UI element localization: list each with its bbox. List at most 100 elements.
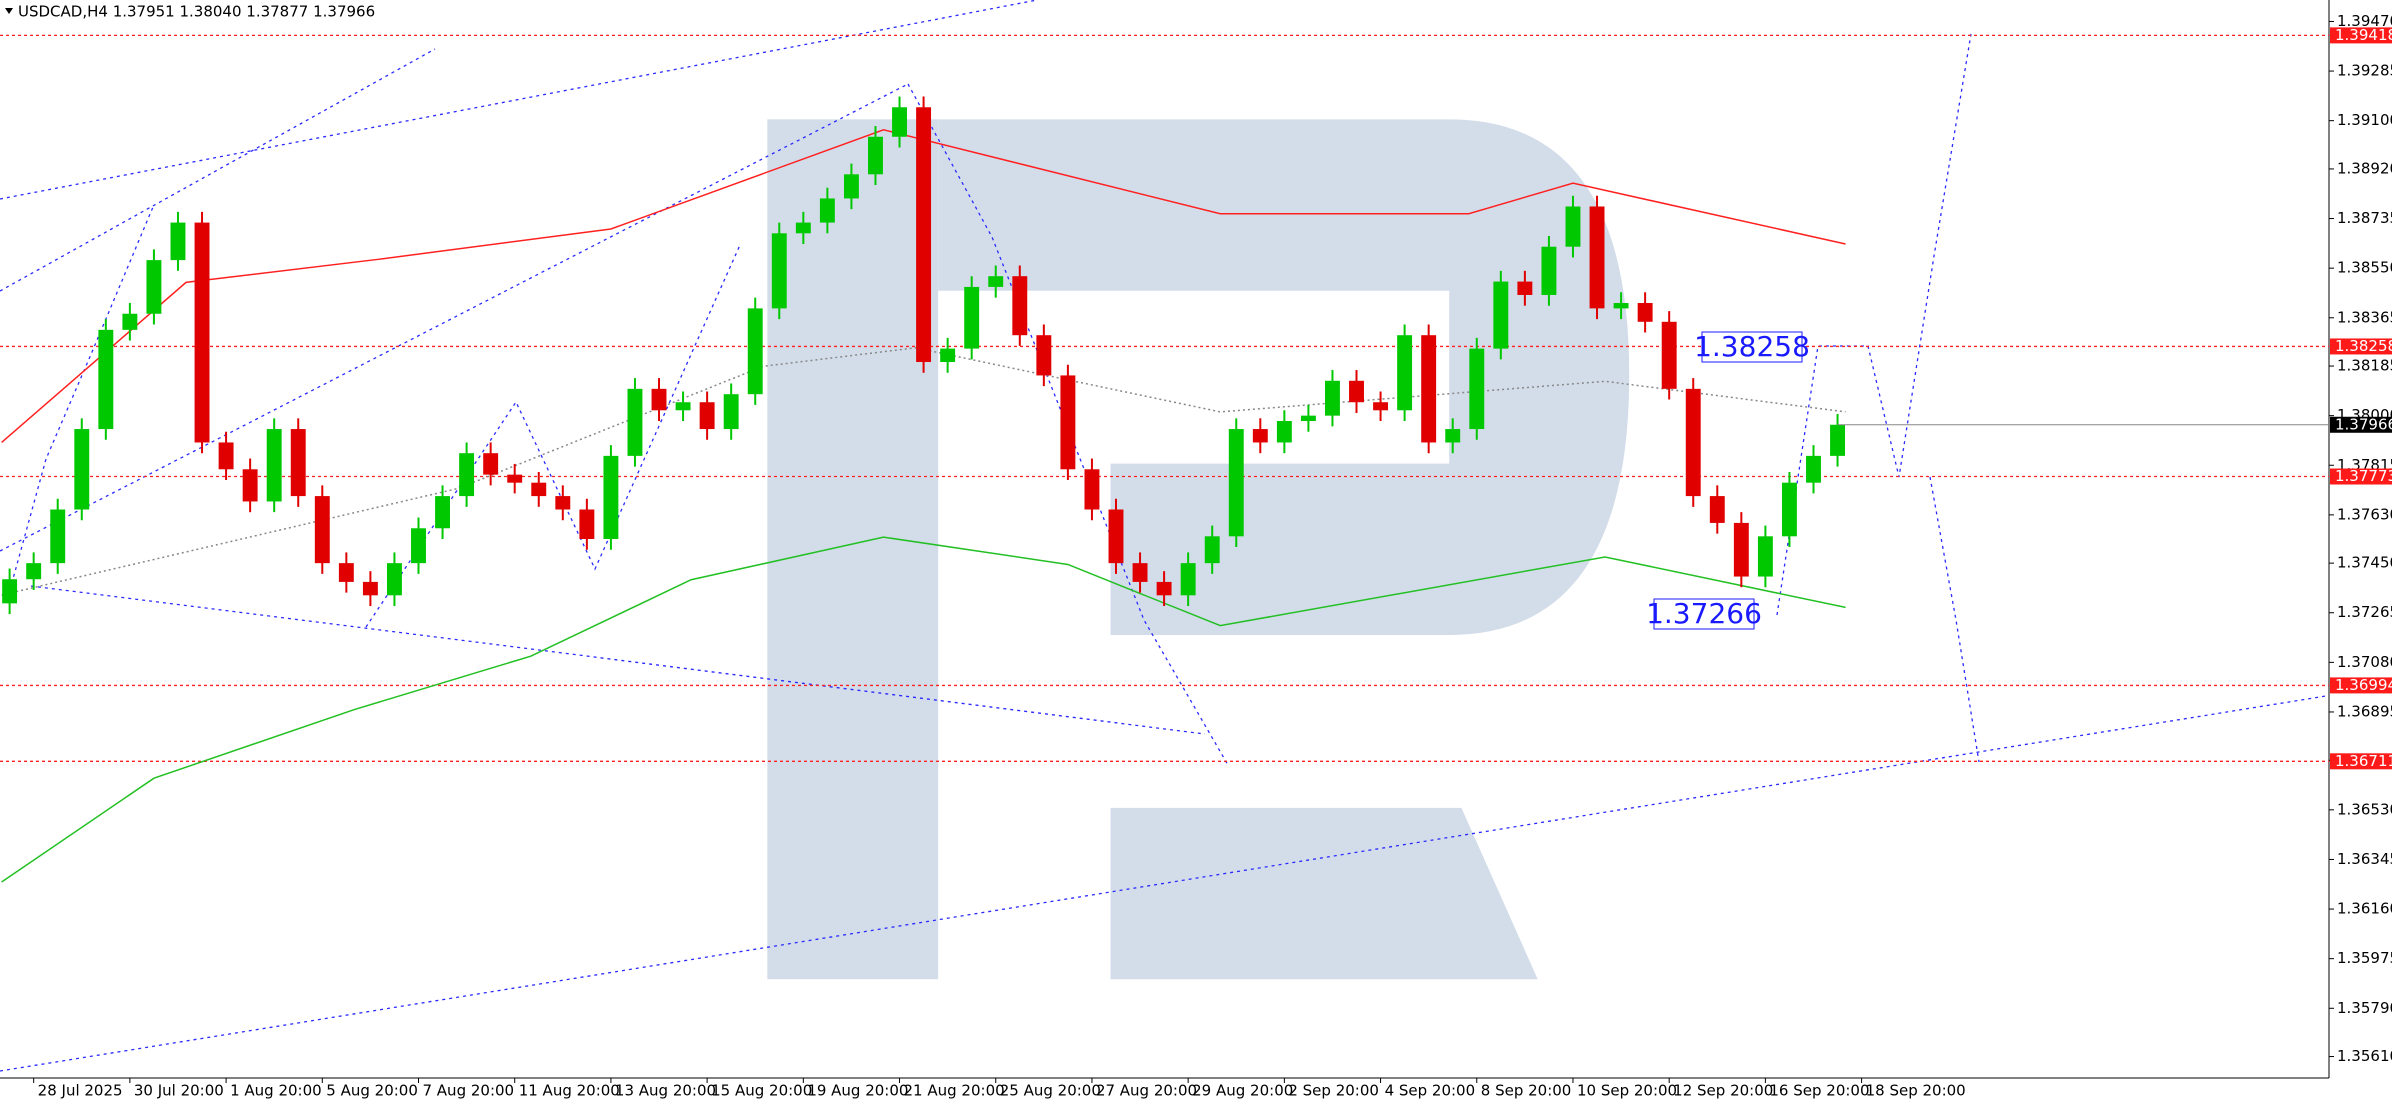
x-tick-label: 15 Aug 20:00 (711, 1082, 812, 1100)
y-tick-label: 1.39285 (2337, 62, 2392, 80)
candle-body (627, 388, 643, 456)
x-tick-label: 5 Aug 20:00 (326, 1082, 418, 1100)
y-tick-label: 1.36160 (2337, 900, 2392, 918)
ma-line (1, 536, 1846, 883)
candle-body (290, 429, 306, 497)
y-tick-label: 1.37080 (2337, 653, 2392, 671)
level-box (2330, 753, 2392, 770)
candle-body (386, 563, 402, 596)
candle-body (1156, 581, 1172, 596)
candle-body (795, 222, 811, 234)
candle-body (1036, 335, 1052, 376)
candle-body (1060, 375, 1076, 470)
y-tick-label: 1.38920 (2337, 159, 2392, 177)
y-tick-label: 1.36530 (2337, 800, 2392, 818)
last-price-box (2330, 416, 2392, 433)
y-tick-label: 1.37265 (2337, 603, 2392, 621)
y-tick-label: 1.35790 (2337, 999, 2392, 1017)
x-tick-label: 1 Aug 20:00 (230, 1082, 322, 1100)
candle-body (266, 429, 282, 502)
candle-body (964, 286, 980, 349)
candle-body (1373, 402, 1389, 411)
candle-body (1132, 563, 1148, 582)
x-tick-label: 8 Sep 20:00 (1481, 1082, 1572, 1100)
level-label: 1.39418 (2335, 26, 2392, 44)
y-tick-label: 1.39470 (2337, 12, 2392, 30)
candle-body (1325, 380, 1340, 416)
candle-body (1613, 303, 1629, 309)
level-label: 1.36711 (2335, 752, 2392, 770)
candle-body (1589, 206, 1605, 309)
menu-arrow[interactable] (5, 8, 13, 14)
candle-body (531, 482, 547, 497)
level-box (2330, 468, 2392, 485)
level-box (2330, 27, 2392, 44)
candle-body (1228, 429, 1244, 537)
candle-body (1084, 469, 1100, 510)
candle-body (1180, 563, 1196, 596)
watermark (767, 119, 1630, 980)
candle-body (507, 474, 523, 483)
candle-body (771, 233, 787, 309)
candle-body (723, 394, 739, 430)
candle-body (1493, 281, 1509, 349)
candle-body (603, 455, 619, 539)
candle-body (555, 496, 571, 510)
candle-body (1757, 536, 1773, 577)
ma-line (1, 129, 1846, 444)
candle-body (1397, 335, 1413, 411)
candle-body (122, 313, 138, 330)
x-tick-label: 18 Sep 20:00 (1866, 1082, 1966, 1100)
candle-body (242, 469, 258, 502)
candle-body (1469, 348, 1485, 430)
y-tick-label: 1.38365 (2337, 308, 2392, 326)
candle-body (747, 308, 763, 395)
candle-body (1661, 321, 1677, 389)
candle-body (146, 260, 162, 314)
candle-body (338, 563, 354, 582)
candle-body (362, 581, 378, 596)
candle-body (579, 509, 595, 539)
candle-body (1781, 482, 1797, 537)
y-tick-label: 1.36345 (2337, 850, 2392, 868)
candle-body (1204, 536, 1220, 564)
candle-body (411, 528, 426, 564)
candle-body (1565, 206, 1581, 247)
annotation-label: 1.38258 (1694, 330, 1810, 363)
level-box (2330, 338, 2392, 355)
x-tick-label: 27 Aug 20:00 (1096, 1082, 1197, 1100)
candle-body (459, 453, 475, 497)
x-tick-label: 10 Sep 20:00 (1577, 1082, 1677, 1100)
x-tick-label: 4 Sep 20:00 (1385, 1082, 1476, 1100)
candle-body (988, 276, 1004, 287)
candle-body (1541, 246, 1557, 295)
candle-body (194, 222, 210, 443)
x-tick-label: 16 Sep 20:00 (1769, 1082, 1869, 1100)
candle-body (98, 329, 114, 430)
candle-body (314, 496, 330, 564)
annotation-label: 1.37266 (1646, 597, 1762, 630)
x-tick-label: 21 Aug 20:00 (904, 1082, 1005, 1100)
candle-body (892, 107, 907, 137)
candle-body (1517, 281, 1533, 295)
candle-body (50, 509, 66, 564)
candle-body (1685, 388, 1701, 497)
chart-title: USDCAD,H4 1.37951 1.38040 1.37877 1.3796… (18, 3, 375, 21)
y-tick-label: 1.35610 (2337, 1047, 2392, 1065)
x-tick-label: 28 Jul 2025 (38, 1082, 123, 1100)
candle-body (1637, 303, 1653, 322)
candle-body (843, 174, 859, 199)
x-tick-label: 2 Sep 20:00 (1288, 1082, 1379, 1100)
candle-body (1445, 429, 1461, 443)
candle-body (819, 198, 835, 223)
x-tick-label: 30 Jul 20:00 (134, 1082, 224, 1100)
candle-body (1012, 276, 1028, 336)
y-tick-label: 1.38550 (2337, 259, 2392, 277)
last-price-label: 1.37966 (2335, 415, 2392, 433)
y-tick-label: 1.38735 (2337, 209, 2392, 227)
level-box (2330, 677, 2392, 694)
candle-body (2, 579, 18, 604)
y-tick-label: 1.38185 (2337, 357, 2392, 375)
candle-body (218, 442, 234, 470)
